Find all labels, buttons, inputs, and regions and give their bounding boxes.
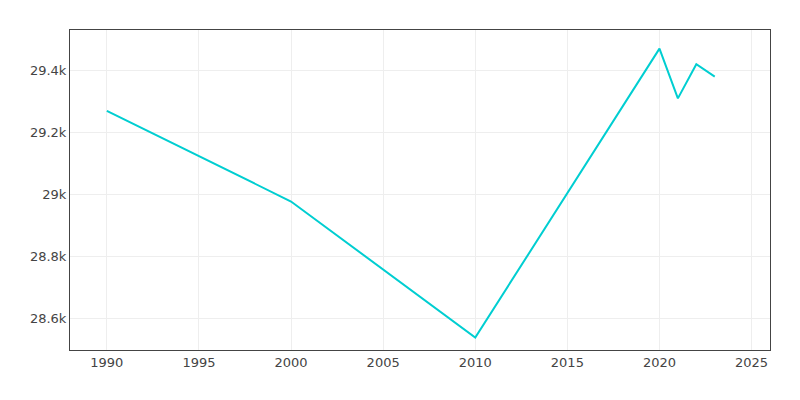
svg-text:28.6k: 28.6k	[30, 311, 67, 326]
svg-text:2015: 2015	[551, 355, 584, 370]
svg-text:28.8k: 28.8k	[30, 249, 67, 264]
svg-text:2020: 2020	[643, 355, 676, 370]
svg-text:2000: 2000	[275, 355, 308, 370]
svg-text:2005: 2005	[367, 355, 400, 370]
svg-text:29.2k: 29.2k	[30, 125, 67, 140]
svg-text:1995: 1995	[182, 355, 215, 370]
svg-text:29k: 29k	[42, 187, 67, 202]
svg-text:29.4k: 29.4k	[30, 63, 67, 78]
svg-text:2010: 2010	[459, 355, 492, 370]
svg-text:2025: 2025	[735, 355, 768, 370]
svg-text:1990: 1990	[90, 355, 123, 370]
